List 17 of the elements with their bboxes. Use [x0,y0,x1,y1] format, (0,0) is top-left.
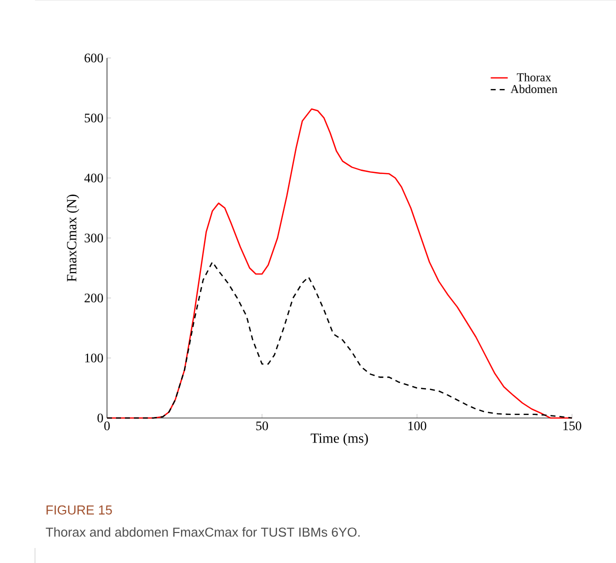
y-axis-title: FmaxCmax (N) [66,194,80,282]
x-axis-title: Time (ms) [310,433,368,446]
legend-label: Thorax [516,72,552,82]
y-tick-label: 100 [85,354,103,362]
y-tick-label: 200 [84,294,103,302]
legend-label: Abdomen [510,84,558,94]
y-tick-label: 500 [84,114,103,122]
y-tick-label: 0 [98,414,103,422]
y-tick-label: 400 [84,174,103,182]
text: Thorax and abdomen FmaxCmax for TUST IBMs 6YO. [46,527,360,537]
caption: FIGURE 15 [46,505,112,515]
x-tick-label: 50 [256,422,268,430]
x-tick-label: 150 [563,422,582,430]
x-tick-label: 100 [408,422,426,430]
y-tick-label: 600 [84,54,103,62]
y-tick-label: 300 [84,234,103,242]
x-tick-label: 0 [104,422,110,430]
